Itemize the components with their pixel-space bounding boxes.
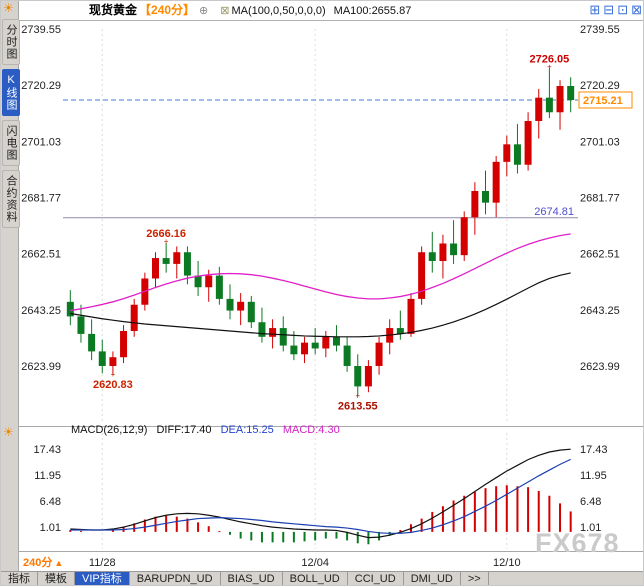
macd-name-label: MACD(26,12,9): [71, 424, 148, 436]
svg-text:2674.81: 2674.81: [534, 206, 574, 218]
svg-text:17.43: 17.43: [580, 444, 608, 456]
boxed-x-icon[interactable]: ⊠: [220, 5, 230, 17]
svg-text:2620.83: 2620.83: [93, 379, 133, 391]
split-vertical-icon[interactable]: ⊡: [617, 2, 629, 17]
svg-text:1.01: 1.01: [40, 522, 61, 534]
svg-text:2613.55: 2613.55: [338, 400, 378, 412]
svg-text:+: +: [547, 62, 552, 71]
svg-text:2739.55: 2739.55: [580, 24, 620, 36]
svg-text:2643.25: 2643.25: [21, 305, 61, 317]
ma-value-label: MA100:2655.87: [333, 5, 412, 17]
symbol-name: 现货黄金: [89, 3, 138, 17]
svg-text:2623.99: 2623.99: [21, 361, 61, 373]
svg-text:2720.29: 2720.29: [21, 80, 61, 92]
macd-diff-label: DIFF:17.40: [156, 424, 212, 436]
svg-text:+: +: [111, 370, 116, 379]
svg-text:2666.16: 2666.16: [146, 228, 186, 240]
ma-settings-label: MA(100,0,50,0,0,0): [231, 5, 326, 17]
chart-canvas[interactable]: 2674.81+2620.83+2666.16+2613.55+2726.052…: [19, 21, 644, 571]
up-triangle-icon: ▲: [54, 558, 64, 568]
svg-text:2701.03: 2701.03: [21, 136, 61, 148]
fx678-watermark: FX678: [535, 528, 620, 558]
bottom-toolbar: 指标 模板 VIP指标 BARUPDN_UD BIAS_UD BOLL_UD C…: [1, 571, 643, 585]
svg-text:11.95: 11.95: [34, 470, 61, 482]
circle-plus-icon[interactable]: ⊕: [199, 5, 209, 17]
macd-value-label: MACD:4.30: [282, 424, 340, 436]
svg-text:2701.03: 2701.03: [580, 136, 620, 148]
svg-text:2739.55: 2739.55: [21, 24, 61, 36]
left-sidebar: ☀ 分时图 K线图 闪电图 合约资料 ☀: [1, 1, 20, 571]
indicator-sun-icon[interactable]: ☀: [3, 425, 14, 439]
svg-text:6.48: 6.48: [580, 496, 601, 508]
svg-text:2681.77: 2681.77: [21, 193, 61, 205]
svg-text:6.48: 6.48: [40, 496, 61, 508]
macd-dea-label: DEA:15.25: [220, 424, 274, 436]
svg-text:2726.05: 2726.05: [530, 53, 570, 65]
svg-text:2715.21: 2715.21: [583, 95, 623, 107]
sidebar-tab-lightning-chart[interactable]: 闪电图: [2, 120, 20, 166]
toolbar-tab-indicators[interactable]: 指标: [1, 572, 38, 585]
period-text: 240分: [23, 557, 53, 569]
svg-text:+: +: [164, 237, 169, 246]
period-label: 【240分】: [139, 3, 196, 17]
period-indicator[interactable]: 240分 ▲: [23, 554, 63, 570]
sidebar-tab-contract-info[interactable]: 合约资料: [2, 170, 20, 228]
toolbar-more-button[interactable]: >>: [461, 572, 489, 585]
svg-text:2720.29: 2720.29: [580, 80, 620, 92]
sidebar-tab-kline-chart[interactable]: K线图: [2, 69, 20, 116]
svg-text:+: +: [355, 391, 360, 400]
svg-text:2681.77: 2681.77: [580, 193, 620, 205]
svg-text:1.01: 1.01: [580, 522, 601, 534]
tile-windows-icon[interactable]: ⊞: [589, 2, 601, 17]
toolbar-tab-bias[interactable]: BIAS_UD: [221, 572, 283, 585]
svg-text:11/28: 11/28: [89, 557, 116, 569]
svg-text:2623.99: 2623.99: [580, 361, 620, 373]
svg-text:12/04: 12/04: [301, 557, 329, 569]
toolbar-tab-barupdn[interactable]: BARUPDN_UD: [130, 572, 221, 585]
macd-header: MACD(26,12,9) DIFF:17.40 DEA:15.25 MACD:…: [71, 424, 340, 436]
sidebar-tab-time-chart[interactable]: 分时图: [2, 19, 20, 65]
toolbar-tab-vip-indicators[interactable]: VIP指标: [75, 572, 130, 585]
toolbar-tab-cci[interactable]: CCI_UD: [348, 572, 404, 585]
svg-text:2643.25: 2643.25: [580, 305, 620, 317]
close-pane-icon[interactable]: ⊠: [631, 2, 642, 17]
chart-area: 2674.81 +2620.83 +2666.16 +2613.55 +2726.05 2…: [19, 21, 644, 571]
svg-text:17.43: 17.43: [33, 444, 61, 456]
svg-text:2662.51: 2662.51: [580, 249, 620, 261]
toolbar-tab-dmi[interactable]: DMI_UD: [404, 572, 461, 585]
app-logo-icon: ☀: [3, 1, 14, 15]
svg-text:11.95: 11.95: [580, 470, 607, 482]
toolbar-tab-boll[interactable]: BOLL_UD: [283, 572, 348, 585]
split-horizontal-icon[interactable]: ⊟: [603, 2, 615, 17]
window-layout-icons: ⊞ ⊟ ⊡ ⊠: [589, 3, 642, 17]
chart-header: 现货黄金 【240分】 ⊕ ⊠ MA(100,0,50,0,0,0) MA100:2655…: [19, 1, 643, 21]
svg-text:2662.51: 2662.51: [21, 249, 61, 261]
toolbar-tab-templates[interactable]: 模板: [38, 572, 75, 585]
svg-text:12/10: 12/10: [493, 557, 521, 569]
